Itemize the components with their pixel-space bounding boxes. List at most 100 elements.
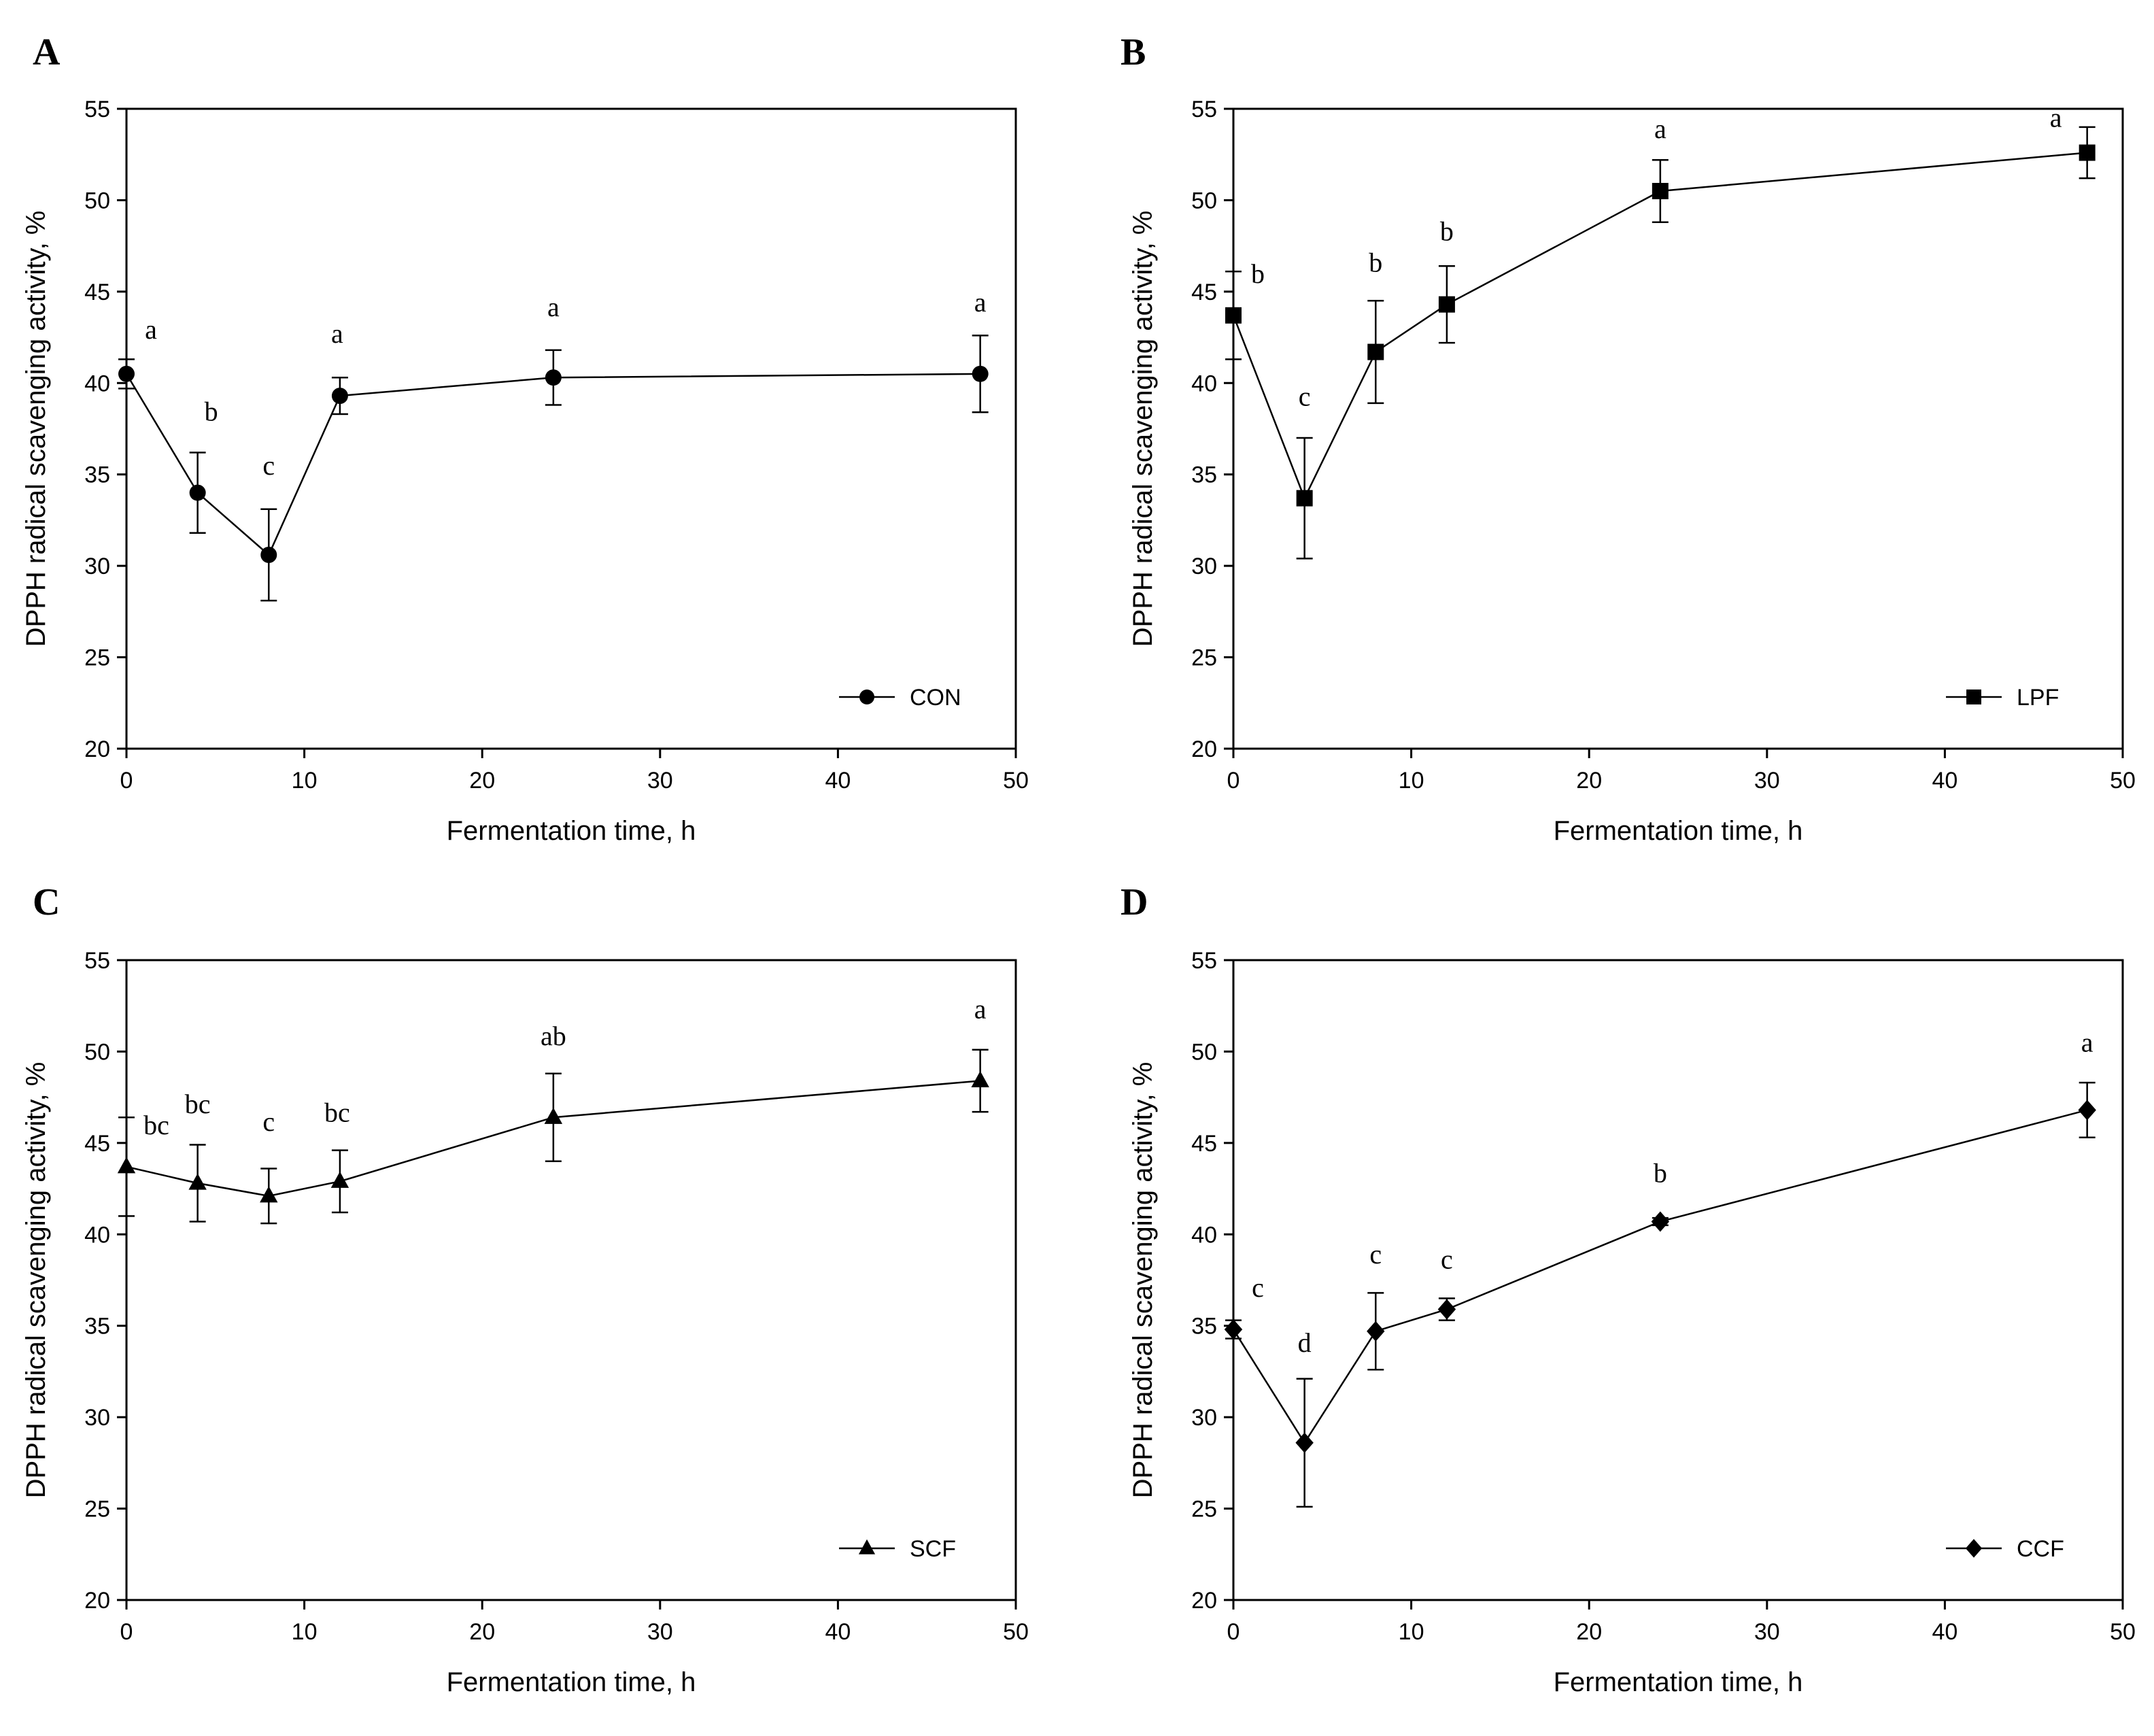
data-point-diamond <box>1295 1432 1314 1453</box>
significance-letter: c <box>262 1106 275 1137</box>
significance-letter: a <box>2050 103 2062 133</box>
significance-letter: bc <box>185 1089 211 1119</box>
x-tick-label: 30 <box>647 768 673 794</box>
y-tick-label: 45 <box>84 279 110 305</box>
panel-label: C <box>33 881 60 923</box>
x-tick-label: 30 <box>1754 1619 1780 1645</box>
data-point-circle <box>189 484 206 501</box>
series-line <box>1232 1109 2087 1445</box>
data-point-triangle <box>544 1107 563 1124</box>
x-axis-label: Fermentation time, h <box>447 816 696 846</box>
series-line <box>125 373 980 557</box>
data-point-circle <box>972 365 989 382</box>
x-tick-label: 20 <box>1576 1619 1602 1645</box>
significance-letter: d <box>1298 1327 1312 1358</box>
y-tick-label: 20 <box>84 736 110 762</box>
significance-letter: a <box>974 993 987 1024</box>
panel-b: B 0 10 20 30 40 50 20 25 30 35 40 45 50 55 Fermentation… <box>1121 31 2136 846</box>
y-axis-label: DPPH radical scavenging activity, % <box>21 211 51 647</box>
y-tick-label: 50 <box>84 1039 110 1065</box>
significance-letter: a <box>974 287 987 318</box>
significance-letter: bc <box>143 1110 169 1140</box>
panel-a: A 0 10 20 30 40 50 20 25 30 35 40 45 50 55 Fermentation… <box>21 31 1029 846</box>
series-line <box>126 1080 980 1197</box>
y-axis-label: DPPH radical scavenging activity, % <box>1128 1062 1158 1499</box>
legend-label: CCF <box>2017 1536 2064 1562</box>
y-tick-label: 20 <box>1191 736 1217 762</box>
data-point-diamond <box>1651 1211 1670 1232</box>
y-tick-label: 20 <box>1191 1588 1217 1614</box>
x-tick-label: 20 <box>1576 768 1602 794</box>
y-tick-label: 40 <box>84 371 110 396</box>
plot-frame <box>1232 959 2124 1601</box>
legend-marker-diamond <box>1965 1539 1983 1558</box>
significance-letter: ab <box>541 1021 566 1051</box>
x-tick-label: 0 <box>1227 768 1240 794</box>
y-tick-label: 40 <box>1191 371 1217 396</box>
significance-letter: b <box>1251 258 1265 289</box>
y-tick-label: 55 <box>1191 97 1217 122</box>
y-tick-label: 45 <box>1191 279 1217 305</box>
significance-letter: a <box>145 314 157 345</box>
significance-letter: a <box>331 318 343 349</box>
x-tick-label: 40 <box>1932 768 1958 794</box>
y-tick-label: 35 <box>84 462 110 488</box>
x-axis-label: Fermentation time, h <box>1554 816 1803 846</box>
legend-label: CON <box>910 685 961 711</box>
x-axis-label: Fermentation time, h <box>1554 1667 1803 1697</box>
significance-letter: a <box>547 292 560 322</box>
y-tick-label: 30 <box>1191 1405 1217 1431</box>
significance-letter: bc <box>324 1097 350 1127</box>
x-tick-label: 0 <box>120 1619 133 1645</box>
y-tick-label: 25 <box>84 645 110 671</box>
legend-label: LPF <box>2017 685 2059 711</box>
data-point-diamond <box>1224 1319 1243 1340</box>
significance-letter: c <box>1369 1239 1382 1270</box>
y-tick-label: 50 <box>1191 1039 1217 1065</box>
legend-marker-circle <box>859 690 874 704</box>
y-axis-label: DPPH radical scavenging activity, % <box>1128 211 1158 647</box>
data-point-circle <box>118 365 135 382</box>
data-point-triangle <box>188 1173 207 1190</box>
data-point-triangle <box>117 1157 136 1174</box>
significance-letter: b <box>205 396 218 427</box>
data-point-diamond <box>1437 1299 1456 1320</box>
significance-letter: a <box>2081 1027 2093 1057</box>
y-tick-label: 50 <box>84 188 110 214</box>
y-tick-label: 55 <box>1191 948 1217 974</box>
y-tick-label: 40 <box>84 1222 110 1248</box>
data-point-square <box>1225 307 1242 324</box>
y-tick-label: 20 <box>84 1588 110 1614</box>
significance-letter: b <box>1654 1157 1667 1188</box>
x-tick-label: 40 <box>1932 1619 1958 1645</box>
plot-frame <box>125 107 1017 750</box>
y-tick-label: 35 <box>1191 1314 1217 1340</box>
y-tick-label: 55 <box>84 97 110 122</box>
data-point-square <box>1296 490 1313 507</box>
x-tick-label: 10 <box>292 1619 318 1645</box>
x-tick-label: 40 <box>825 1619 851 1645</box>
y-tick-label: 30 <box>84 1405 110 1431</box>
data-point-circle <box>260 547 277 564</box>
significance-letter: c <box>1252 1272 1264 1303</box>
data-point-diamond <box>1367 1321 1385 1342</box>
data-point-square <box>1438 296 1455 313</box>
legend-label: SCF <box>910 1536 956 1562</box>
panel-label: B <box>1121 31 1146 73</box>
y-tick-label: 35 <box>1191 462 1217 488</box>
significance-letter: c <box>262 450 275 481</box>
x-tick-label: 0 <box>120 768 133 794</box>
x-tick-label: 10 <box>292 768 318 794</box>
plot-frame <box>1232 107 2124 750</box>
significance-letter: c <box>1441 1244 1453 1275</box>
significance-letter: a <box>1654 114 1666 144</box>
x-tick-label: 40 <box>825 768 851 794</box>
y-tick-label: 45 <box>84 1131 110 1157</box>
y-tick-label: 50 <box>1191 188 1217 214</box>
y-tick-label: 40 <box>1191 1222 1217 1248</box>
x-tick-label: 30 <box>647 1619 673 1645</box>
y-tick-label: 35 <box>84 1314 110 1340</box>
panel-label: D <box>1121 881 1148 923</box>
data-point-circle <box>331 388 348 405</box>
